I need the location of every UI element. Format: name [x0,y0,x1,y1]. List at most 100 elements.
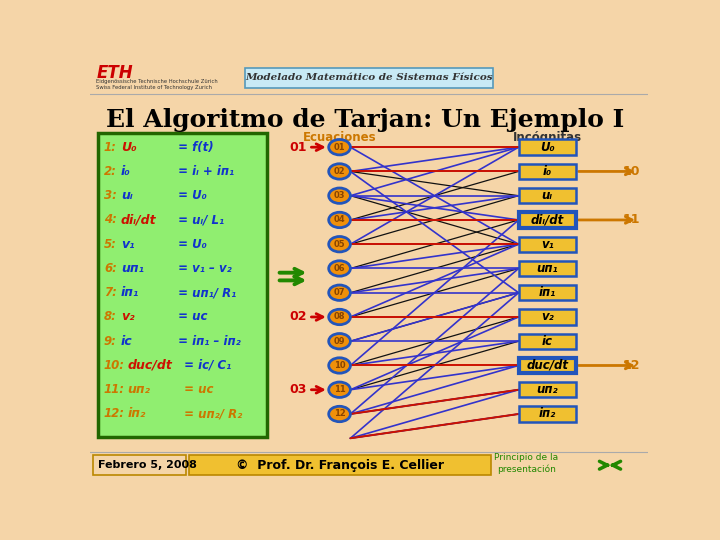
Text: 2:: 2: [104,165,117,178]
Text: 11: 11 [333,385,346,394]
Text: 01: 01 [289,141,307,154]
Text: 9:: 9: [104,335,117,348]
Text: Incógnitas: Incógnitas [513,131,582,144]
Text: 5:: 5: [104,238,117,251]
Text: = uᴨ₂/ R₂: = uᴨ₂/ R₂ [180,408,242,421]
Text: uᴨ₂: uᴨ₂ [536,383,558,396]
Text: U₀: U₀ [121,141,137,154]
Text: 03: 03 [334,191,346,200]
Ellipse shape [329,358,351,373]
FancyBboxPatch shape [518,164,576,179]
Ellipse shape [329,164,351,179]
Text: uₗ: uₗ [541,189,553,202]
Text: Ecuaciones: Ecuaciones [302,131,377,144]
Text: 02: 02 [334,167,346,176]
Text: 3:: 3: [104,189,117,202]
Text: 12: 12 [333,409,346,418]
Text: duᴄ/dt: duᴄ/dt [526,359,568,372]
Ellipse shape [329,406,351,422]
Text: iᴄ: iᴄ [541,335,553,348]
Text: 11:: 11: [104,383,125,396]
FancyBboxPatch shape [518,212,576,228]
Text: = uᴨ₁/ R₁: = uᴨ₁/ R₁ [174,286,236,299]
Text: 6:: 6: [104,262,117,275]
Text: 10:: 10: [104,359,125,372]
FancyBboxPatch shape [518,309,576,325]
FancyBboxPatch shape [518,188,576,204]
FancyBboxPatch shape [518,261,576,276]
Text: 03: 03 [289,383,307,396]
Text: Febrero 5, 2008: Febrero 5, 2008 [98,460,197,470]
Text: = f(t): = f(t) [174,141,213,154]
FancyBboxPatch shape [518,334,576,349]
Text: 11: 11 [623,213,640,226]
Text: 10: 10 [623,165,640,178]
Text: = v₁ – v₂: = v₁ – v₂ [174,262,231,275]
FancyBboxPatch shape [518,139,576,155]
Text: diₗ/dt: diₗ/dt [531,213,564,226]
Ellipse shape [329,309,351,325]
Text: 8:: 8: [104,310,117,323]
Text: 1:: 1: [104,141,117,154]
Text: = iₗ + iᴨ₁: = iₗ + iᴨ₁ [174,165,234,178]
Text: Swiss Federal Institute of Technology Zurich: Swiss Federal Institute of Technology Zu… [96,85,212,90]
Text: v₂: v₂ [121,310,135,323]
Text: 7:: 7: [104,286,117,299]
Text: 09: 09 [334,337,346,346]
FancyBboxPatch shape [518,237,576,252]
Text: iᴨ₂: iᴨ₂ [539,408,556,421]
Text: U₀: U₀ [540,141,554,154]
Text: diₗ/dt: diₗ/dt [121,213,157,226]
Text: 12:: 12: [104,408,125,421]
Text: iᴨ₁: iᴨ₁ [539,286,556,299]
Text: Modelado Matemático de Sistemas Físicos: Modelado Matemático de Sistemas Físicos [246,73,492,83]
FancyBboxPatch shape [518,406,576,422]
Text: 05: 05 [334,240,346,249]
Text: = iᴄ/ C₁: = iᴄ/ C₁ [180,359,231,372]
Text: = uᴄ: = uᴄ [174,310,207,323]
Text: El Algoritmo de Tarjan: Un Ejemplo I: El Algoritmo de Tarjan: Un Ejemplo I [106,108,624,132]
Text: iᴨ₂: iᴨ₂ [127,408,145,421]
Text: Principio de la
presentación: Principio de la presentación [494,453,559,475]
Text: 08: 08 [334,313,346,321]
Text: uᴨ₁: uᴨ₁ [121,262,144,275]
Text: ©  Prof. Dr. François E. Cellier: © Prof. Dr. François E. Cellier [236,458,444,472]
Text: uᴨ₂: uᴨ₂ [127,383,150,396]
Text: v₁: v₁ [121,238,135,251]
Text: 4:: 4: [104,213,117,226]
FancyBboxPatch shape [518,285,576,300]
Text: = uₗ/ L₁: = uₗ/ L₁ [174,213,224,226]
Ellipse shape [329,139,351,155]
Text: iᴄ: iᴄ [121,335,132,348]
Text: uₗ: uₗ [121,189,132,202]
Text: = iᴨ₁ – iᴨ₂: = iᴨ₁ – iᴨ₂ [174,335,240,348]
Text: = U₀: = U₀ [174,189,207,202]
Text: uᴨ₁: uᴨ₁ [536,262,558,275]
Text: = uᴄ: = uᴄ [180,383,213,396]
Text: 02: 02 [289,310,307,323]
Text: 07: 07 [334,288,346,297]
Text: 06: 06 [334,264,346,273]
FancyBboxPatch shape [189,455,492,475]
Text: i₀: i₀ [121,165,131,178]
Text: v₁: v₁ [541,238,554,251]
FancyBboxPatch shape [245,68,493,88]
Ellipse shape [329,237,351,252]
Text: iᴨ₁: iᴨ₁ [121,286,140,299]
FancyBboxPatch shape [93,455,186,475]
Text: v₂: v₂ [541,310,554,323]
FancyBboxPatch shape [98,132,266,437]
Text: duᴄ/dt: duᴄ/dt [127,359,172,372]
Text: 01: 01 [334,143,346,152]
Text: i₀: i₀ [543,165,552,178]
Ellipse shape [329,285,351,300]
Text: = U₀: = U₀ [174,238,207,251]
Ellipse shape [329,382,351,397]
Text: 10: 10 [334,361,346,370]
Text: Eidgenössische Technische Hochschule Zürich: Eidgenössische Technische Hochschule Zür… [96,79,218,84]
Text: 04: 04 [334,215,346,225]
FancyBboxPatch shape [518,382,576,397]
Ellipse shape [329,212,351,228]
Ellipse shape [329,334,351,349]
FancyBboxPatch shape [518,358,576,373]
